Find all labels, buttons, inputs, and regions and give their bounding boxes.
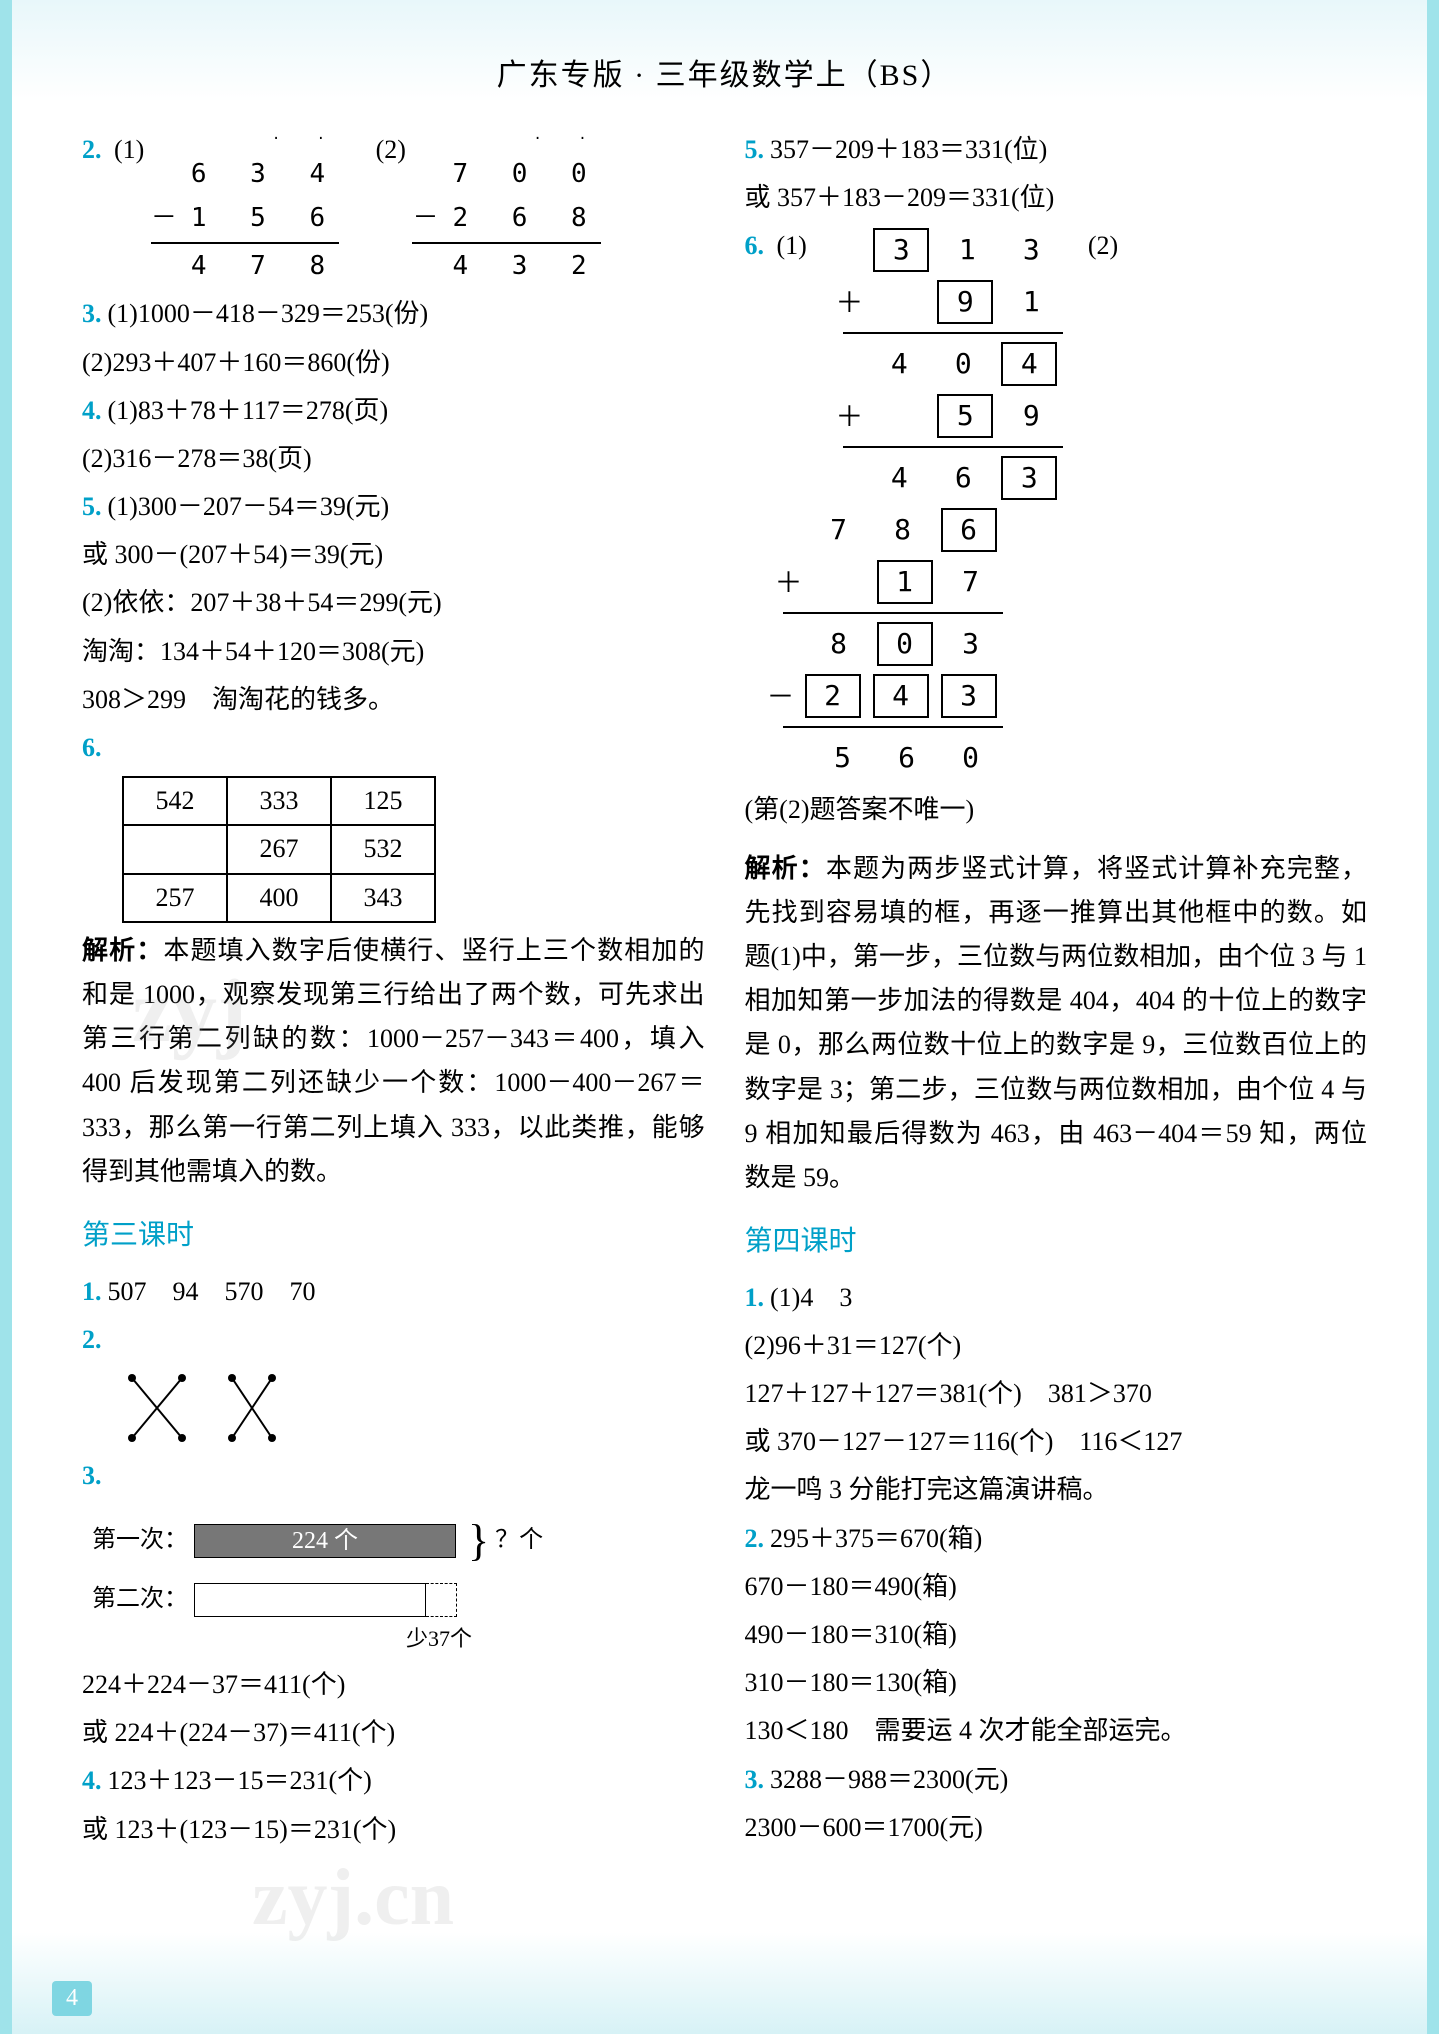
- q5-l5: 308＞299 淘淘花的钱多。: [82, 678, 705, 722]
- q5-l3: (2)依依：207＋38＋54＝299(元): [82, 581, 705, 625]
- l-q2: 2. (1) · · 6 3 4 －1 5 6 4 7 8 (2) · · 7 …: [82, 128, 705, 288]
- minus: －1 5 6: [151, 196, 339, 240]
- right-column: 5.357－209＋183＝331(位) 或 357＋183－209＝331(位…: [745, 124, 1368, 1856]
- cell: 125: [331, 777, 435, 825]
- result: 4 7 8: [151, 242, 339, 288]
- l4q3-l1: 3288－988＝2300(元): [770, 1765, 1008, 1794]
- l4q2-num: 2.: [745, 1524, 765, 1553]
- l3q3-num: 3.: [82, 1461, 102, 1490]
- r-q6-s2-label: (2): [1088, 231, 1118, 260]
- r-analysis: 本题为两步竖式计算，将竖式计算补充完整，先找到容易填的框，再逐一推算出其他框中的…: [745, 854, 1368, 1192]
- l4q2-l3: 490－180＝310(箱): [745, 1613, 1368, 1657]
- l4q1-num: 1.: [745, 1283, 765, 1312]
- l4q1-l3: 127＋127＋127＝381(个) 381＞370: [745, 1372, 1368, 1416]
- q5-l1: (1)300－207－54＝39(元): [108, 492, 390, 521]
- bar-diagram: 第一次： 224 个 } ？个 第二次： 少37个: [92, 1504, 705, 1657]
- l4q1-l1: (1)4 3: [770, 1283, 852, 1312]
- two-columns: 2. (1) · · 6 3 4 －1 5 6 4 7 8 (2) · · 7 …: [82, 124, 1367, 1856]
- dots: · ·: [412, 128, 600, 152]
- less-label: 少37个: [92, 1620, 472, 1657]
- cell: 257: [123, 874, 227, 922]
- left-analysis: 本题填入数字后使横行、竖行上三个数相加的和是 1000，观察发现第三行给出了两个…: [82, 936, 705, 1186]
- second-label: 第二次：: [92, 1586, 188, 1612]
- l3q3-l2: 或 224＋(224－37)＝411(个): [82, 1711, 705, 1755]
- l4q1-l5: 龙一鸣 3 分能打完这篇演讲稿。: [745, 1468, 1368, 1512]
- cell: 333: [227, 777, 331, 825]
- page-title: 广东专版 · 三年级数学上（BS）: [82, 50, 1367, 94]
- q5-l4: 淘淘：134＋54＋120＝308(元): [82, 630, 705, 674]
- l4q2-l5: 130＜180 需要运 4 次才能全部运完。: [745, 1709, 1368, 1753]
- q2-vsub1: · · 6 3 4 －1 5 6 4 7 8: [151, 128, 339, 288]
- q2-sub2-label: (2): [376, 135, 406, 164]
- l4q3-l2: 2300－600＝1700(元): [745, 1806, 1368, 1850]
- q4-l1: (1)83＋78＋117＝278(页): [108, 396, 389, 425]
- q3-l1: (1)1000－418－329＝253(份): [108, 299, 429, 328]
- q3-l2: (2)293＋407＋160＝860(份): [82, 341, 705, 385]
- l3q3-l1: 224＋224－37＝411(个): [82, 1663, 705, 1707]
- cross-match: [122, 1368, 282, 1448]
- r-analysis-label: 解析：: [745, 854, 826, 883]
- cell: 400: [227, 874, 331, 922]
- r-q5-l2: 或 357＋183－209＝331(位): [745, 176, 1368, 220]
- r-q5-num: 5.: [745, 135, 765, 164]
- l4q2-l1: 295＋375＝670(箱): [770, 1524, 982, 1553]
- q4-num: 4.: [82, 396, 102, 425]
- l4q2-l4: 310－180＝130(箱): [745, 1661, 1368, 1705]
- r-q6-note: (第(2)题答案不唯一): [745, 788, 1368, 832]
- q2-sub1-label: (1): [114, 135, 144, 164]
- l4q2-l2: 670－180＝490(箱): [745, 1565, 1368, 1609]
- bar-first: 224 个: [194, 1524, 456, 1558]
- l4q1-l4: 或 370－127－127＝116(个) 116＜127: [745, 1420, 1368, 1464]
- l4q3-num: 3.: [745, 1765, 765, 1794]
- bar-second: [194, 1583, 426, 1617]
- cell: 532: [331, 825, 435, 873]
- r-q6-s1-label: (1): [777, 231, 807, 260]
- result: 4 3 2: [412, 242, 600, 288]
- top: 6 3 4: [151, 152, 339, 196]
- cell: 343: [331, 874, 435, 922]
- l3q4-num: 4.: [82, 1766, 102, 1795]
- lesson4-heading: 第四课时: [745, 1218, 1368, 1266]
- brace-icon: }: [468, 1504, 489, 1579]
- page-number: 4: [52, 1981, 92, 2016]
- question-label: ？个: [495, 1527, 543, 1553]
- q5-num: 5.: [82, 492, 102, 521]
- r-q5-l1: 357－209＋183＝331(位): [770, 135, 1047, 164]
- l3q2-num: 2.: [82, 1325, 102, 1354]
- q2-vsub2: · · 7 0 0 －2 6 8 4 3 2: [412, 128, 600, 288]
- cell: 542: [123, 777, 227, 825]
- q3-num: 3.: [82, 299, 102, 328]
- lesson3-heading: 第三课时: [82, 1212, 705, 1260]
- r-q6-num: 6.: [745, 231, 765, 260]
- minus: －2 6 8: [412, 196, 600, 240]
- cell: 267: [227, 825, 331, 873]
- dots: · ·: [151, 128, 339, 152]
- l4q1-l2: (2)96＋31＝127(个): [745, 1324, 1368, 1368]
- cell: [123, 825, 227, 873]
- q6-num: 6.: [82, 733, 102, 762]
- left-column: 2. (1) · · 6 3 4 －1 5 6 4 7 8 (2) · · 7 …: [82, 124, 705, 1856]
- top: 7 0 0: [412, 152, 600, 196]
- l3q1-num: 1.: [82, 1277, 102, 1306]
- q4-l2: (2)316－278＝38(页): [82, 437, 705, 481]
- l3q4-l2: 或 123＋(123－15)＝231(个): [82, 1808, 705, 1852]
- analysis-label: 解析：: [82, 936, 163, 965]
- dash-box: [426, 1583, 457, 1617]
- watermark: zyj.cn: [252, 1853, 454, 1944]
- q2-num: 2.: [82, 135, 102, 164]
- l3q4-l1: 123＋123－15＝231(个): [108, 1766, 372, 1795]
- first-label: 第一次：: [92, 1527, 188, 1553]
- l3q1-text: 507 94 570 70: [108, 1277, 316, 1306]
- q6-table: 542333125 267532 257400343: [122, 776, 436, 923]
- vcalc-1: 313＋91404＋59463: [831, 224, 1063, 504]
- q5-l2: 或 300－(207＋54)＝39(元): [82, 533, 705, 577]
- vcalc-2: 786＋17803－243560: [763, 504, 1003, 784]
